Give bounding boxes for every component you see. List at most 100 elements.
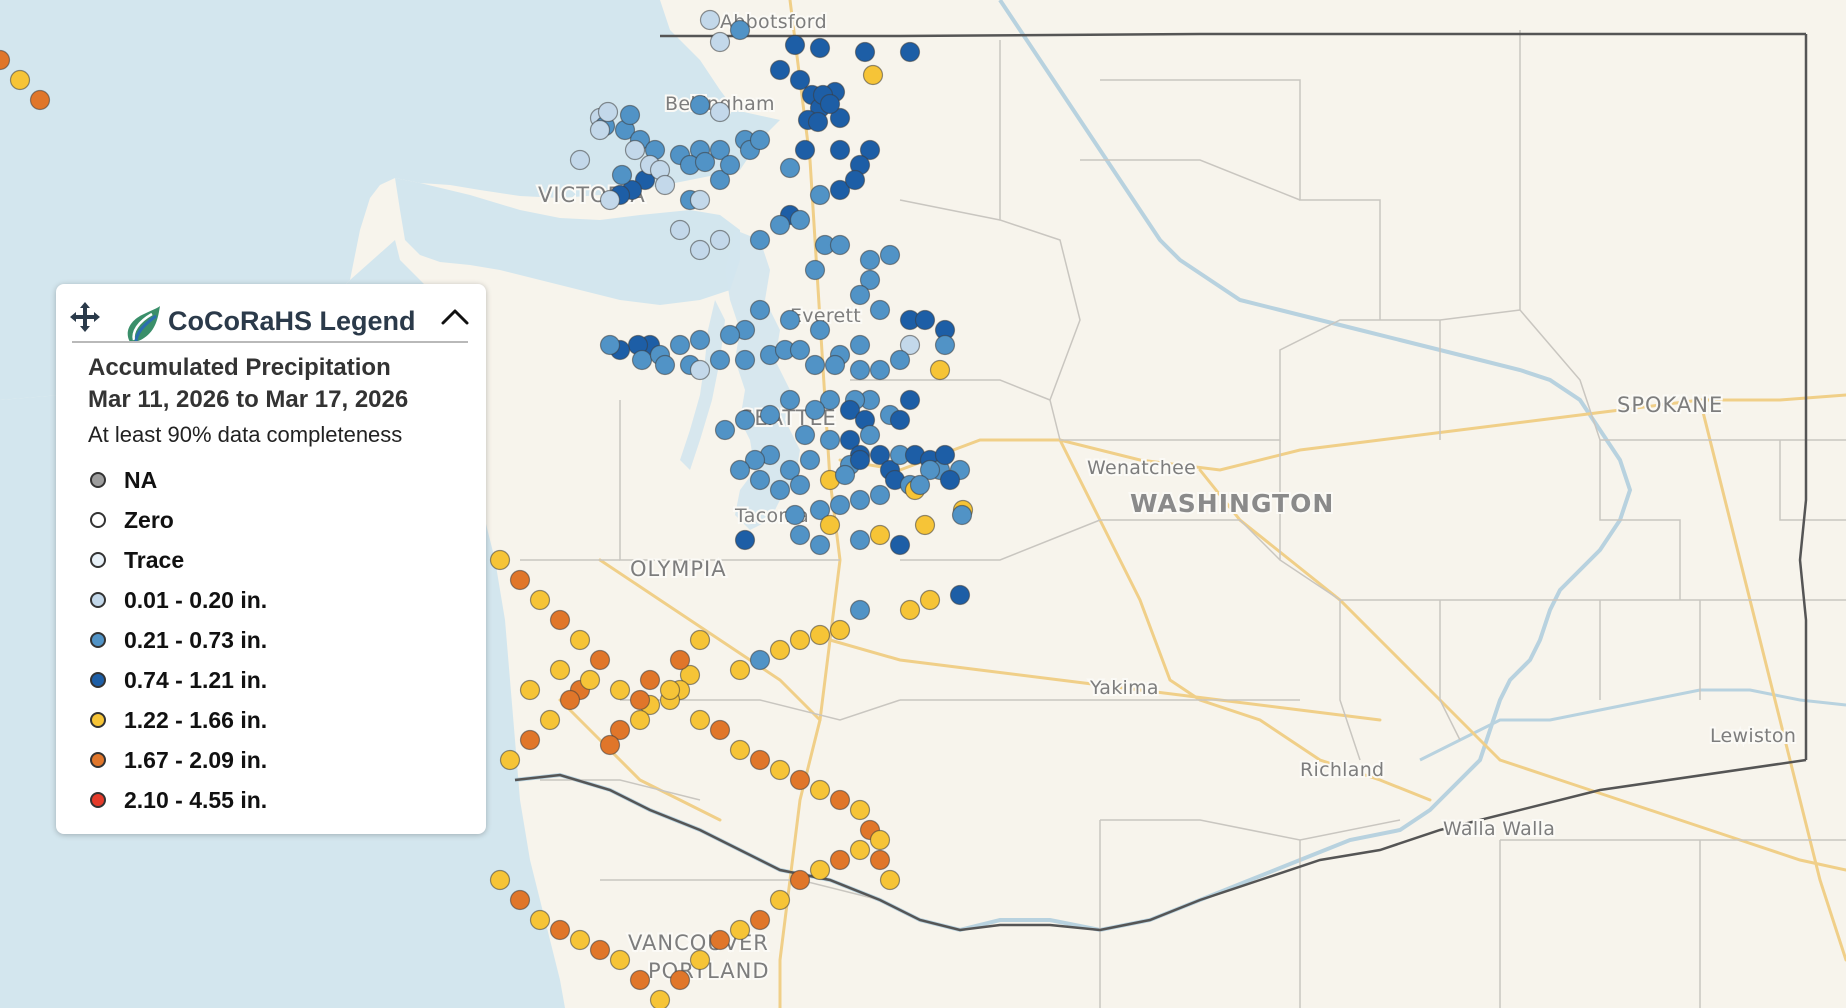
station-marker[interactable] (0, 49, 11, 71)
station-marker[interactable] (709, 101, 731, 123)
station-marker[interactable] (829, 107, 851, 129)
station-marker[interactable] (669, 649, 691, 671)
station-marker[interactable] (709, 139, 731, 161)
station-marker[interactable] (844, 169, 866, 191)
station-marker[interactable] (769, 639, 791, 661)
station-marker[interactable] (749, 299, 771, 321)
station-marker[interactable] (734, 349, 756, 371)
station-marker[interactable] (949, 584, 971, 606)
station-marker[interactable] (769, 59, 791, 81)
station-marker[interactable] (569, 149, 591, 171)
move-icon[interactable] (70, 302, 100, 332)
station-marker[interactable] (589, 939, 611, 961)
station-marker[interactable] (654, 354, 676, 376)
station-marker[interactable] (869, 444, 891, 466)
station-marker[interactable] (689, 94, 711, 116)
station-marker[interactable] (804, 399, 826, 421)
station-marker[interactable] (829, 179, 851, 201)
station-marker[interactable] (784, 34, 806, 56)
station-marker[interactable] (809, 319, 831, 341)
station-marker[interactable] (589, 649, 611, 671)
station-marker[interactable] (624, 139, 646, 161)
station-marker[interactable] (779, 459, 801, 481)
station-marker[interactable] (869, 849, 891, 871)
station-marker[interactable] (859, 139, 881, 161)
station-marker[interactable] (794, 424, 816, 446)
station-marker[interactable] (654, 174, 676, 196)
station-marker[interactable] (749, 749, 771, 771)
station-marker[interactable] (709, 31, 731, 53)
station-marker[interactable] (714, 419, 736, 441)
station-marker[interactable] (839, 429, 861, 451)
station-marker[interactable] (734, 409, 756, 431)
station-marker[interactable] (639, 669, 661, 691)
station-marker[interactable] (879, 869, 901, 891)
station-marker[interactable] (862, 64, 884, 86)
station-marker[interactable] (589, 119, 611, 141)
station-marker[interactable] (929, 359, 951, 381)
station-marker[interactable] (509, 889, 531, 911)
station-marker[interactable] (549, 919, 571, 941)
station-marker[interactable] (729, 739, 751, 761)
station-marker[interactable] (779, 309, 801, 331)
station-marker[interactable] (889, 534, 911, 556)
station-marker[interactable] (569, 629, 591, 651)
station-marker[interactable] (611, 164, 633, 186)
station-marker[interactable] (769, 479, 791, 501)
station-marker[interactable] (919, 459, 941, 481)
station-marker[interactable] (599, 734, 621, 756)
station-marker[interactable] (849, 449, 871, 471)
station-marker[interactable] (934, 334, 956, 356)
station-marker[interactable] (629, 689, 651, 711)
station-marker[interactable] (809, 499, 831, 521)
station-marker[interactable] (599, 334, 621, 356)
station-marker[interactable] (869, 829, 891, 851)
station-marker[interactable] (719, 154, 741, 176)
station-marker[interactable] (829, 234, 851, 256)
station-marker[interactable] (734, 529, 756, 551)
station-marker[interactable] (829, 789, 851, 811)
station-marker[interactable] (819, 514, 841, 536)
station-marker[interactable] (809, 624, 831, 646)
station-marker[interactable] (694, 151, 716, 173)
station-marker[interactable] (819, 389, 841, 411)
station-marker[interactable] (809, 534, 831, 556)
station-marker[interactable] (709, 719, 731, 741)
station-marker[interactable] (779, 157, 801, 179)
station-marker[interactable] (829, 139, 851, 161)
station-marker[interactable] (29, 89, 51, 111)
station-marker[interactable] (789, 339, 811, 361)
station-marker[interactable] (769, 214, 791, 236)
station-marker[interactable] (749, 649, 771, 671)
station-marker[interactable] (879, 244, 901, 266)
station-marker[interactable] (609, 949, 631, 971)
station-marker[interactable] (744, 449, 766, 471)
station-marker[interactable] (489, 869, 511, 891)
station-marker[interactable] (769, 889, 791, 911)
station-marker[interactable] (597, 101, 619, 123)
station-marker[interactable] (599, 189, 621, 211)
station-marker[interactable] (789, 524, 811, 546)
station-marker[interactable] (939, 469, 961, 491)
station-marker[interactable] (869, 524, 891, 546)
station-marker[interactable] (789, 209, 811, 231)
station-marker[interactable] (889, 349, 911, 371)
station-marker[interactable] (689, 709, 711, 731)
station-marker[interactable] (839, 399, 861, 421)
station-marker[interactable] (759, 404, 781, 426)
station-marker[interactable] (807, 111, 829, 133)
station-marker[interactable] (914, 309, 936, 331)
station-marker[interactable] (769, 759, 791, 781)
station-marker[interactable] (631, 349, 653, 371)
station-marker[interactable] (749, 469, 771, 491)
station-marker[interactable] (919, 589, 941, 611)
station-marker[interactable] (729, 19, 751, 41)
station-marker[interactable] (659, 679, 681, 701)
station-marker[interactable] (729, 919, 751, 941)
station-marker[interactable] (809, 37, 831, 59)
station-marker[interactable] (859, 269, 881, 291)
station-marker[interactable] (729, 459, 751, 481)
station-marker[interactable] (914, 514, 936, 536)
station-marker[interactable] (719, 324, 741, 346)
station-marker[interactable] (794, 139, 816, 161)
